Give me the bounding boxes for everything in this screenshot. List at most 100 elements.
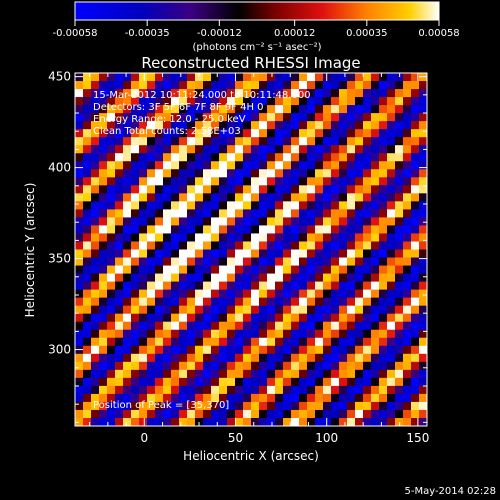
heatmap-cell — [299, 105, 308, 114]
heatmap-cell — [203, 129, 212, 138]
heatmap-cell — [411, 297, 420, 307]
heatmap-cell — [379, 361, 388, 371]
heatmap-cell — [219, 145, 228, 154]
heatmap-cell — [379, 313, 388, 323]
heatmap-cell — [291, 249, 300, 259]
heatmap-cell — [307, 225, 316, 235]
heatmap-cell — [75, 337, 84, 347]
heatmap-cell — [403, 337, 412, 347]
heatmap-cell — [379, 153, 388, 162]
heatmap-cell — [211, 81, 220, 90]
heatmap-cell — [219, 385, 228, 395]
heatmap-cell — [107, 409, 116, 419]
heatmap-cell — [195, 97, 204, 106]
heatmap-cell — [355, 169, 364, 178]
heatmap-cell — [163, 153, 172, 162]
heatmap-cell — [395, 81, 404, 90]
heatmap-cell — [387, 137, 396, 146]
heatmap-cell — [347, 281, 356, 291]
heatmap-cell — [211, 369, 220, 379]
heatmap-cell — [395, 257, 404, 267]
heatmap-cell — [115, 225, 124, 235]
heatmap-cell — [331, 289, 340, 299]
heatmap-cell — [131, 385, 140, 395]
heatmap-cell — [419, 369, 427, 379]
heatmap-cell — [419, 113, 427, 122]
heatmap-cell — [379, 321, 388, 331]
heatmap-cell — [235, 409, 244, 419]
heatmap-cell — [259, 393, 268, 403]
heatmap-cell — [171, 145, 180, 154]
heatmap-cell — [363, 97, 372, 106]
heatmap-cell — [171, 329, 180, 339]
heatmap-cell — [211, 329, 220, 339]
heatmap-cell — [147, 185, 156, 194]
heatmap-cell — [291, 385, 300, 395]
heatmap-cell — [347, 409, 356, 419]
heatmap-cell — [275, 97, 284, 106]
heatmap-cell — [283, 137, 292, 146]
heatmap-cell — [283, 185, 292, 194]
heatmap-cell — [307, 97, 316, 106]
heatmap-cell — [347, 417, 356, 426]
heatmap-cell — [179, 305, 188, 315]
heatmap-cell — [347, 313, 356, 323]
heatmap-cell — [267, 353, 276, 363]
heatmap-cell — [267, 305, 276, 315]
heatmap-cell — [171, 265, 180, 275]
heatmap-cell — [283, 393, 292, 403]
heatmap-cell — [115, 145, 124, 154]
heatmap-cell — [387, 321, 396, 331]
heatmap-cell — [219, 321, 228, 331]
heatmap-cell — [243, 121, 252, 130]
heatmap-cell — [259, 209, 268, 219]
heatmap-cell — [243, 321, 252, 331]
heatmap-cell — [91, 113, 100, 122]
heatmap-cell — [379, 281, 388, 291]
heatmap-cell — [115, 113, 124, 122]
heatmap-cell — [331, 185, 340, 194]
heatmap-cell — [147, 369, 156, 379]
heatmap-cell — [403, 385, 412, 395]
heatmap-cell — [243, 273, 252, 283]
heatmap-cell — [139, 161, 148, 170]
heatmap-cell — [219, 225, 228, 235]
heatmap-cell — [387, 345, 396, 355]
heatmap-cell — [155, 201, 164, 210]
heatmap-cell — [275, 73, 284, 82]
heatmap-cell — [347, 393, 356, 403]
heatmap-cell — [267, 185, 276, 194]
heatmap-cell — [355, 241, 364, 251]
heatmap-cell — [107, 185, 116, 194]
heatmap-cell — [131, 353, 140, 363]
heatmap-cell — [91, 89, 100, 98]
heatmap-cell — [299, 321, 308, 331]
heatmap-cell — [371, 137, 380, 146]
heatmap-cell — [211, 97, 220, 106]
heatmap-cell — [115, 265, 124, 275]
heatmap-cell — [227, 97, 236, 106]
heatmap-cell — [203, 81, 212, 90]
heatmap-cell — [155, 241, 164, 251]
heatmap-cell — [235, 417, 244, 426]
heatmap-cell — [379, 393, 388, 403]
heatmap-cell — [75, 73, 84, 82]
heatmap-cell — [107, 345, 116, 355]
heatmap-cell — [395, 361, 404, 371]
heatmap-cell — [331, 201, 340, 210]
heatmap-cell — [371, 321, 380, 331]
heatmap-cell — [411, 385, 420, 395]
heatmap-cell — [203, 289, 212, 299]
heatmap-cell — [371, 161, 380, 170]
heatmap-cell — [323, 289, 332, 299]
heatmap-cell — [243, 225, 252, 235]
heatmap-cell — [251, 369, 260, 379]
colorbar-tick-label: 0.00035 — [346, 28, 387, 39]
heatmap-cell — [139, 377, 148, 387]
heatmap-cell — [251, 265, 260, 275]
heatmap-cell — [203, 113, 212, 122]
heatmap-cell — [395, 145, 404, 154]
heatmap-cell — [163, 145, 172, 154]
heatmap-cell — [275, 297, 284, 307]
heatmap-cell — [99, 225, 108, 235]
